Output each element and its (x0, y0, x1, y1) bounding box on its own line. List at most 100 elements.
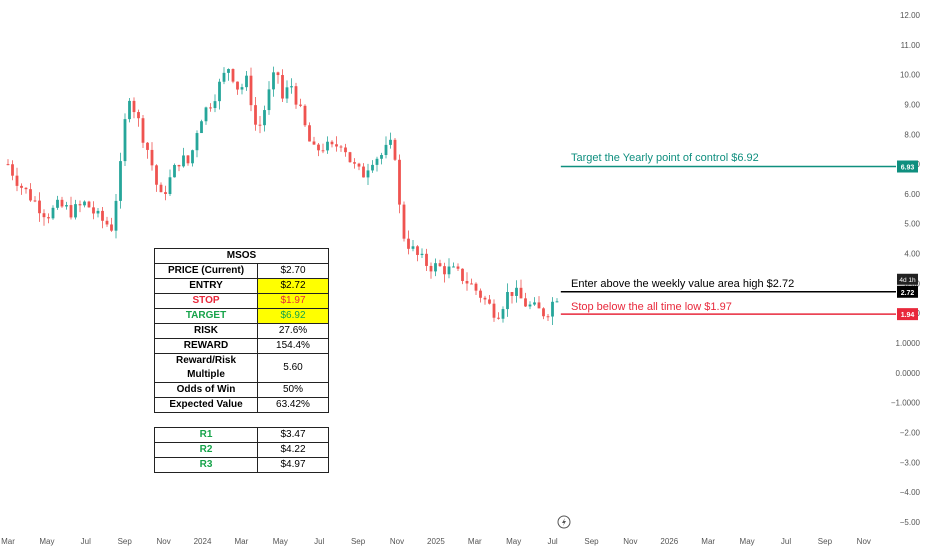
candle-body (249, 75, 253, 106)
candle-body (38, 200, 41, 214)
target-price-tag (897, 160, 918, 173)
x-tick-label: May (39, 537, 54, 546)
row-value: 154.4% (257, 338, 329, 354)
candle-body (555, 301, 559, 303)
candle-body (60, 199, 64, 207)
tradingview-logo-icon[interactable] (557, 515, 571, 529)
candle-body (186, 155, 190, 164)
candle-body (263, 110, 266, 126)
candle-body (83, 201, 86, 206)
candle-body (276, 72, 280, 76)
trade-plan-table: MSOS PRICE (Current) $2.70 ENTRY $2.72 S… (154, 248, 329, 413)
candle-body (222, 72, 226, 82)
candle-body (218, 81, 221, 102)
candle-body (380, 154, 383, 159)
stop-price-tag-label: 1.94 (901, 312, 915, 319)
candle-body (258, 124, 262, 126)
x-tick-label: Sep (118, 537, 133, 546)
candle-body (299, 104, 302, 106)
row-value: 50% (257, 382, 329, 398)
candle-body (465, 280, 469, 284)
candle-body (173, 164, 176, 178)
x-tick-label: Sep (818, 537, 833, 546)
candle-body (182, 155, 185, 167)
table-row: STOP $1.97 (154, 293, 329, 309)
candle-body (96, 210, 100, 214)
candle-body (146, 142, 149, 150)
candle-body (78, 204, 82, 206)
candle-body (488, 299, 491, 304)
entry-price-tag-label: 2.72 (901, 290, 915, 297)
candle-body (200, 121, 203, 134)
x-tick-label: Sep (584, 537, 599, 546)
candle-body (267, 89, 271, 111)
y-tick-label: −3.00 (900, 458, 921, 467)
row-label: STOP (154, 293, 258, 309)
entry-countdown-label: 4d 1h (899, 277, 916, 284)
row-label: R1 (154, 427, 258, 443)
table-row: TARGET $6.92 (154, 308, 329, 324)
row-label: R2 (154, 442, 258, 458)
x-tick-label: Mar (468, 537, 482, 546)
row-label: PRICE (Current) (154, 263, 258, 279)
candle-body (348, 152, 352, 163)
target-annotation: Target the Yearly point of control $6.92 (571, 152, 759, 164)
y-tick-label: −5.00 (900, 518, 921, 527)
y-tick-label: 4.00 (904, 250, 920, 259)
candle-body (402, 204, 406, 239)
candle-body (20, 185, 23, 188)
candle-body (272, 72, 275, 90)
candle-body (236, 81, 239, 90)
candle-body (204, 107, 208, 122)
candle-body (497, 317, 500, 319)
candle-body (321, 150, 325, 152)
candle-body (51, 207, 55, 219)
candle-body (326, 141, 329, 151)
table-row: R1 $3.47 (154, 427, 329, 443)
entry-price-tag (897, 285, 918, 298)
candle-body (393, 139, 397, 160)
x-tick-label: Nov (156, 537, 170, 546)
candle-body (375, 158, 379, 165)
candle-body (519, 287, 523, 299)
candle-body (65, 205, 68, 207)
row-label: Expected Value (154, 397, 258, 413)
candle-body (6, 164, 10, 166)
row-value: 63.42% (257, 397, 329, 413)
x-tick-label: Nov (857, 537, 871, 546)
table-row: R3 $4.97 (154, 457, 329, 473)
entry-countdown-tag (897, 273, 918, 285)
candle-body (492, 303, 496, 318)
candle-body (92, 207, 95, 214)
x-tick-label: Jul (314, 537, 324, 546)
x-tick-label: Jul (781, 537, 791, 546)
candle-body (254, 105, 257, 125)
entry-annotation: Enter above the weekly value area high $… (571, 278, 795, 290)
stop-price-tag (897, 308, 918, 321)
x-tick-label: Nov (390, 537, 404, 546)
candle-body (227, 69, 230, 73)
candle-body (290, 86, 293, 88)
table-row: REWARD 154.4% (154, 338, 329, 354)
candle-body (101, 210, 104, 221)
y-tick-label: −1.0000 (891, 399, 921, 408)
candle-body (483, 297, 487, 300)
candle-body (150, 149, 154, 166)
candle-body (123, 119, 127, 162)
y-tick-label: 0.0000 (896, 369, 921, 378)
table-row: Reward/Risk Multiple 5.60 (154, 353, 329, 383)
row-label: R3 (154, 457, 258, 473)
table-title: MSOS (154, 248, 329, 264)
candle-body (141, 118, 145, 143)
table-row: PRICE (Current) $2.70 (154, 263, 329, 279)
candle-body (434, 263, 437, 272)
x-tick-label: Sep (351, 537, 366, 546)
candle-body (128, 100, 131, 120)
candle-body (515, 287, 518, 296)
x-tick-label: Nov (623, 537, 637, 546)
candle-body (330, 141, 334, 145)
candle-body (213, 101, 217, 109)
candle-body (294, 86, 298, 105)
y-tick-label: 11.00 (901, 41, 921, 50)
candle-body (353, 162, 356, 164)
